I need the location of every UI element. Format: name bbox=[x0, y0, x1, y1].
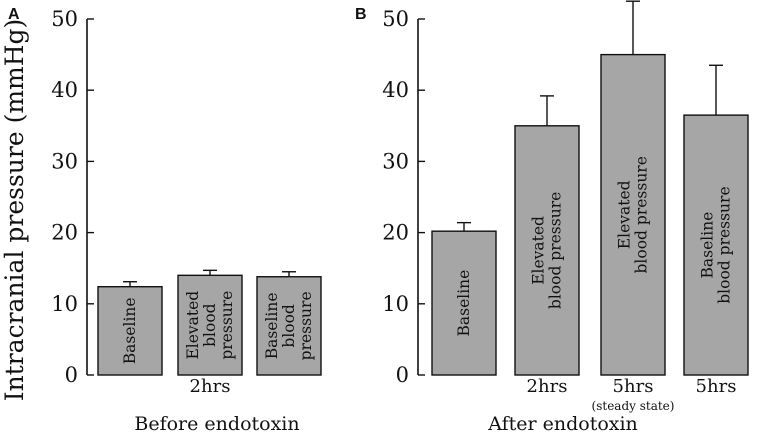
bar bbox=[431, 230, 497, 376]
bar-label: Elevated bbox=[616, 180, 634, 249]
bar bbox=[683, 114, 749, 376]
y-tick-label: 0 bbox=[65, 363, 78, 387]
panel-b-letter: B bbox=[355, 6, 367, 23]
y-tick-label: 50 bbox=[51, 7, 78, 31]
x-group-label: 5hrs bbox=[696, 376, 737, 397]
y-tick-label: 30 bbox=[51, 149, 78, 173]
x-sub-label: (steady state) bbox=[592, 399, 675, 413]
y-tick-label: 10 bbox=[51, 292, 78, 316]
bar-label: blood bbox=[280, 304, 298, 348]
bar bbox=[177, 274, 243, 376]
x-group-label: 2hrs bbox=[527, 376, 568, 397]
y-tick-label: 10 bbox=[382, 292, 409, 316]
y-axis-label: Intracranial pressure (mmHg) bbox=[0, 19, 29, 402]
bar-label: pressure bbox=[218, 291, 236, 360]
bar-label: blood bbox=[201, 303, 219, 347]
bar-label: blood pressure bbox=[547, 192, 565, 309]
x-group-label: 2hrs bbox=[190, 376, 231, 397]
x-group-label: 5hrs bbox=[613, 376, 654, 397]
bar bbox=[97, 286, 163, 376]
panel-b: B After endotoxin 0 10 20 30 40 50 Baseline Ele… bbox=[355, 0, 749, 435]
bar-label: Baseline bbox=[455, 270, 473, 337]
y-tick-label: 40 bbox=[51, 78, 78, 102]
panel-a-x-axis-title: Before endotoxin bbox=[134, 413, 299, 435]
bar-label: Baseline bbox=[121, 297, 139, 364]
bar-label: Elevated bbox=[530, 216, 548, 285]
y-tick-label: 30 bbox=[382, 149, 409, 173]
bar-label: pressure bbox=[297, 291, 315, 360]
bar-label: Baseline bbox=[263, 292, 281, 359]
panel-a-letter: A bbox=[8, 6, 20, 23]
bar-label: blood pressure bbox=[716, 186, 734, 303]
y-tick-label: 50 bbox=[382, 7, 409, 31]
bar-label: Baseline bbox=[699, 212, 717, 279]
panel-a: A Intracranial pressure (mmHg) Before en… bbox=[0, 6, 322, 435]
y-tick-label: 40 bbox=[382, 78, 409, 102]
bar-label: blood pressure bbox=[633, 156, 651, 273]
bar-label: Elevated bbox=[184, 291, 202, 360]
y-tick-label: 0 bbox=[396, 363, 409, 387]
y-tick-label: 20 bbox=[382, 221, 409, 245]
panel-b-x-axis-title: After endotoxin bbox=[487, 413, 638, 435]
bar bbox=[600, 53, 666, 376]
y-tick-label: 20 bbox=[51, 221, 78, 245]
bar bbox=[256, 276, 322, 376]
bar bbox=[514, 125, 580, 376]
